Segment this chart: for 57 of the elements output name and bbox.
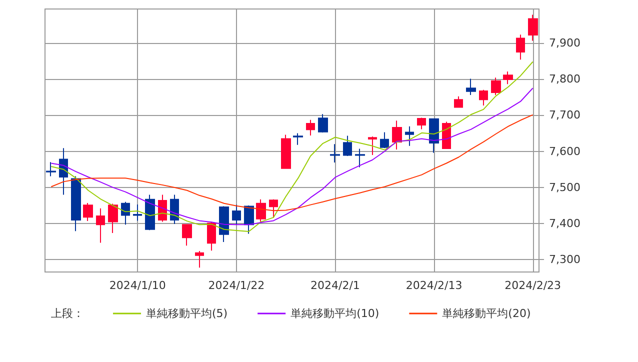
candlestick — [442, 121, 451, 150]
legend-title: 上段： — [51, 307, 84, 320]
candlestick — [121, 201, 130, 226]
candlestick — [466, 78, 476, 96]
line-series — [50, 88, 534, 226]
candlestick — [368, 136, 377, 156]
y-tick-label: 7,700 — [549, 108, 580, 122]
candlestick — [392, 120, 402, 150]
candlestick — [207, 221, 216, 252]
candlestick — [516, 34, 525, 60]
candlestick — [355, 148, 365, 168]
candlestick — [182, 224, 192, 246]
y-tick-label: 7,600 — [549, 144, 580, 158]
candlestick — [454, 96, 463, 108]
candlestick — [83, 202, 93, 222]
candlestick — [133, 204, 142, 222]
candlestick — [491, 77, 501, 96]
candlestick — [170, 194, 179, 224]
y-tick-label: 7,900 — [549, 36, 580, 50]
candlestick — [306, 119, 315, 136]
line-series — [50, 61, 534, 232]
x-tick-label: 2024/2/23 — [504, 279, 562, 292]
candlestick — [479, 89, 488, 106]
line-series — [50, 114, 534, 212]
candlestick — [503, 71, 513, 85]
candlestick — [256, 198, 266, 222]
candlestick — [195, 250, 204, 268]
candlestick — [405, 126, 414, 146]
candlestick — [269, 198, 278, 218]
y-tick-label: 7,800 — [549, 72, 580, 86]
candlestick — [318, 114, 328, 134]
candlestick — [281, 134, 291, 170]
candlestick — [417, 117, 426, 130]
candlestick — [219, 206, 229, 243]
y-tick-label: 7,400 — [549, 217, 580, 230]
legend-label: 単純移動平均(5) — [146, 307, 228, 320]
x-tick-label: 2024/2/1 — [310, 279, 360, 292]
candlestick — [46, 162, 56, 177]
x-tick-label: 2024/1/22 — [208, 279, 265, 292]
candlestick — [330, 144, 340, 164]
candlestick — [429, 118, 439, 154]
candlestick — [108, 203, 118, 234]
candlestick — [145, 194, 155, 231]
legend-label: 単純移動平均(10) — [290, 307, 380, 320]
y-tick-label: 7,300 — [549, 253, 580, 266]
candlestick — [528, 14, 538, 42]
candlestick — [71, 176, 81, 232]
x-tick-label: 2024/1/10 — [109, 279, 166, 292]
candlestick — [244, 205, 254, 234]
candlestick — [380, 132, 389, 149]
candlestick — [293, 132, 303, 146]
candlestick — [96, 208, 105, 244]
candlestick — [232, 204, 241, 226]
candlestick — [343, 135, 352, 157]
x-tick-label: 2024/2/13 — [406, 279, 462, 292]
y-tick-label: 7,500 — [549, 180, 580, 194]
legend-label: 単純移動平均(20) — [442, 307, 531, 320]
